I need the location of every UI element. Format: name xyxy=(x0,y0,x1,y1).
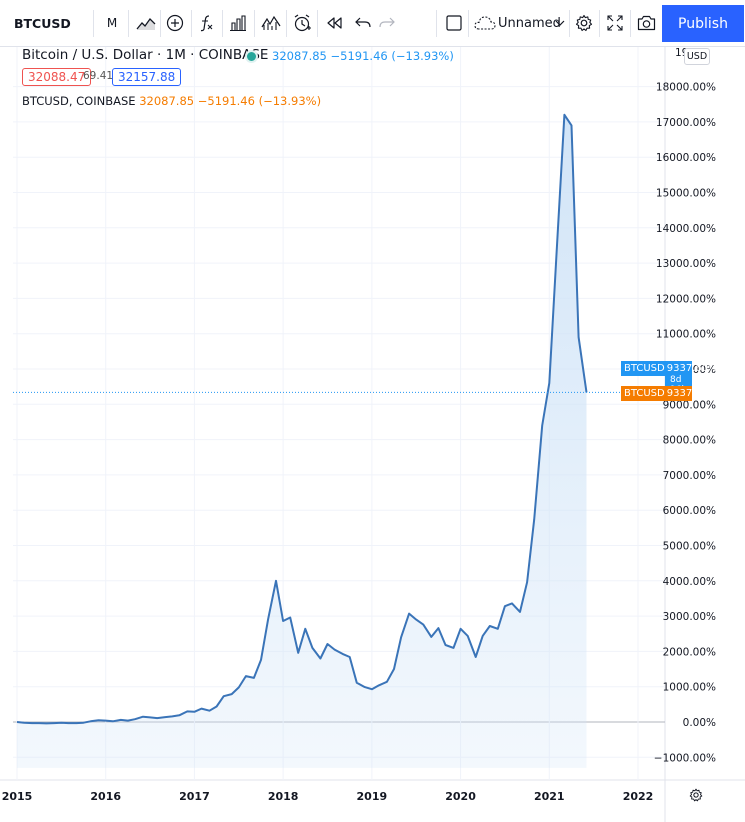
legend-change: 32087.85 −5191.46 (−13.93%) xyxy=(272,49,454,63)
series-price-tag-value: 9337.60% xyxy=(666,388,718,399)
spread-value: 69.41 xyxy=(83,70,114,82)
y-tick-label: 5000.00% xyxy=(663,541,716,553)
add-compare-icon[interactable] xyxy=(163,6,187,40)
top-toolbar: BTCUSD M Unnamed xyxy=(0,0,745,47)
publish-button[interactable]: Publish xyxy=(662,5,744,42)
chevron-down-icon[interactable] xyxy=(553,6,567,40)
x-tick-label: 2016 xyxy=(90,790,121,803)
y-tick-label: 8000.00% xyxy=(663,435,716,447)
x-tick-label: 2015 xyxy=(2,790,33,803)
legend-title: Bitcoin / U.S. Dollar · 1M · COINBASE xyxy=(22,47,269,63)
last-price-tag-symbol: BTCUSD xyxy=(624,363,665,374)
redo-icon[interactable] xyxy=(376,6,398,40)
axis-settings-icon[interactable] xyxy=(689,788,703,806)
y-tick-label: 17000.00% xyxy=(656,117,716,129)
toolbar-divider xyxy=(128,10,129,37)
last-price-tag-value: 9337.60% xyxy=(666,363,718,374)
y-tick-label: 15000.00% xyxy=(656,188,716,200)
x-tick-label: 2017 xyxy=(179,790,210,803)
replay-icon[interactable] xyxy=(322,6,346,40)
price-chart[interactable]: −1000.00% 0.00% 1000.00% 2000.00% 3000.00% 40… xyxy=(0,47,745,822)
y-tick-label: 0.00% xyxy=(683,717,716,729)
chart-name-label[interactable]: Unnamed xyxy=(498,15,561,31)
sell-price-button[interactable]: 32088.47 xyxy=(22,68,92,86)
toolbar-divider xyxy=(93,10,94,37)
y-tick-label: 6000.00% xyxy=(663,505,716,517)
x-tick-label: 2019 xyxy=(357,790,388,803)
undo-icon[interactable] xyxy=(352,6,374,40)
toolbar-divider xyxy=(436,10,437,37)
y-tick-label: −1000.00% xyxy=(654,752,716,764)
y-tick-label: 16000.00% xyxy=(656,152,716,164)
series-line xyxy=(16,113,588,725)
cloud-icon xyxy=(473,6,497,40)
x-tick-label: 2020 xyxy=(445,790,476,803)
series-price-tag-symbol: BTCUSD xyxy=(624,388,665,399)
y-tick-label: 4000.00% xyxy=(663,576,716,588)
series-legend: BTCUSD, COINBASE 32087.85 −5191.46 (−13.… xyxy=(22,94,321,108)
toolbar-divider xyxy=(160,10,161,37)
toolbar-divider xyxy=(222,10,223,37)
y-tick-label: 11000.00% xyxy=(656,329,716,341)
toolbar-divider xyxy=(191,10,192,37)
gear-icon[interactable] xyxy=(572,6,596,40)
financials-icon[interactable] xyxy=(226,6,250,40)
toolbar-divider xyxy=(468,10,469,37)
compare-icon[interactable] xyxy=(258,6,284,40)
series-name: BTCUSD, COINBASE xyxy=(22,94,136,108)
alert-clock-icon[interactable] xyxy=(289,6,315,40)
last-price-tag: BTCUSD 9337.60% xyxy=(621,361,718,376)
x-tick-label: 2022 xyxy=(623,790,654,803)
toolbar-divider xyxy=(317,10,318,37)
y-tick-label: 3000.00% xyxy=(663,611,716,623)
y-tick-label: 2000.00% xyxy=(663,646,716,658)
y-tick-label: 14000.00% xyxy=(656,223,716,235)
toolbar-divider xyxy=(599,10,600,37)
series-price-tag: BTCUSD 9337.60% xyxy=(621,386,718,401)
y-tick-label: 13000.00% xyxy=(656,258,716,270)
toolbar-divider xyxy=(630,10,631,37)
camera-icon[interactable] xyxy=(634,6,658,40)
toolbar-divider xyxy=(569,10,570,37)
series-values: 32087.85 −5191.46 (−13.93%) xyxy=(139,94,322,108)
toolbar-divider xyxy=(254,10,255,37)
interval-button[interactable]: M xyxy=(106,16,118,30)
y-tick-label: 18000.00% xyxy=(656,82,716,94)
layout-square-icon[interactable] xyxy=(442,6,466,40)
buy-price-button[interactable]: 32157.88 xyxy=(112,68,182,86)
y-tick-label: 12000.00% xyxy=(656,293,716,305)
y-tick-label: 1000.00% xyxy=(663,682,716,694)
market-status-dot xyxy=(247,52,256,61)
y-tick-label: 9000.00% xyxy=(663,399,716,411)
series-area xyxy=(17,114,587,768)
y-tick-label: 7000.00% xyxy=(663,470,716,482)
toolbar-divider xyxy=(286,10,287,37)
indicators-icon[interactable] xyxy=(195,6,219,40)
currency-button[interactable]: USD xyxy=(684,48,710,65)
bar-style-icon[interactable] xyxy=(133,6,159,40)
x-tick-label: 2021 xyxy=(534,790,565,803)
symbol-search-button[interactable]: BTCUSD xyxy=(14,15,71,31)
fullscreen-icon[interactable] xyxy=(603,6,627,40)
x-tick-label: 2018 xyxy=(268,790,299,803)
